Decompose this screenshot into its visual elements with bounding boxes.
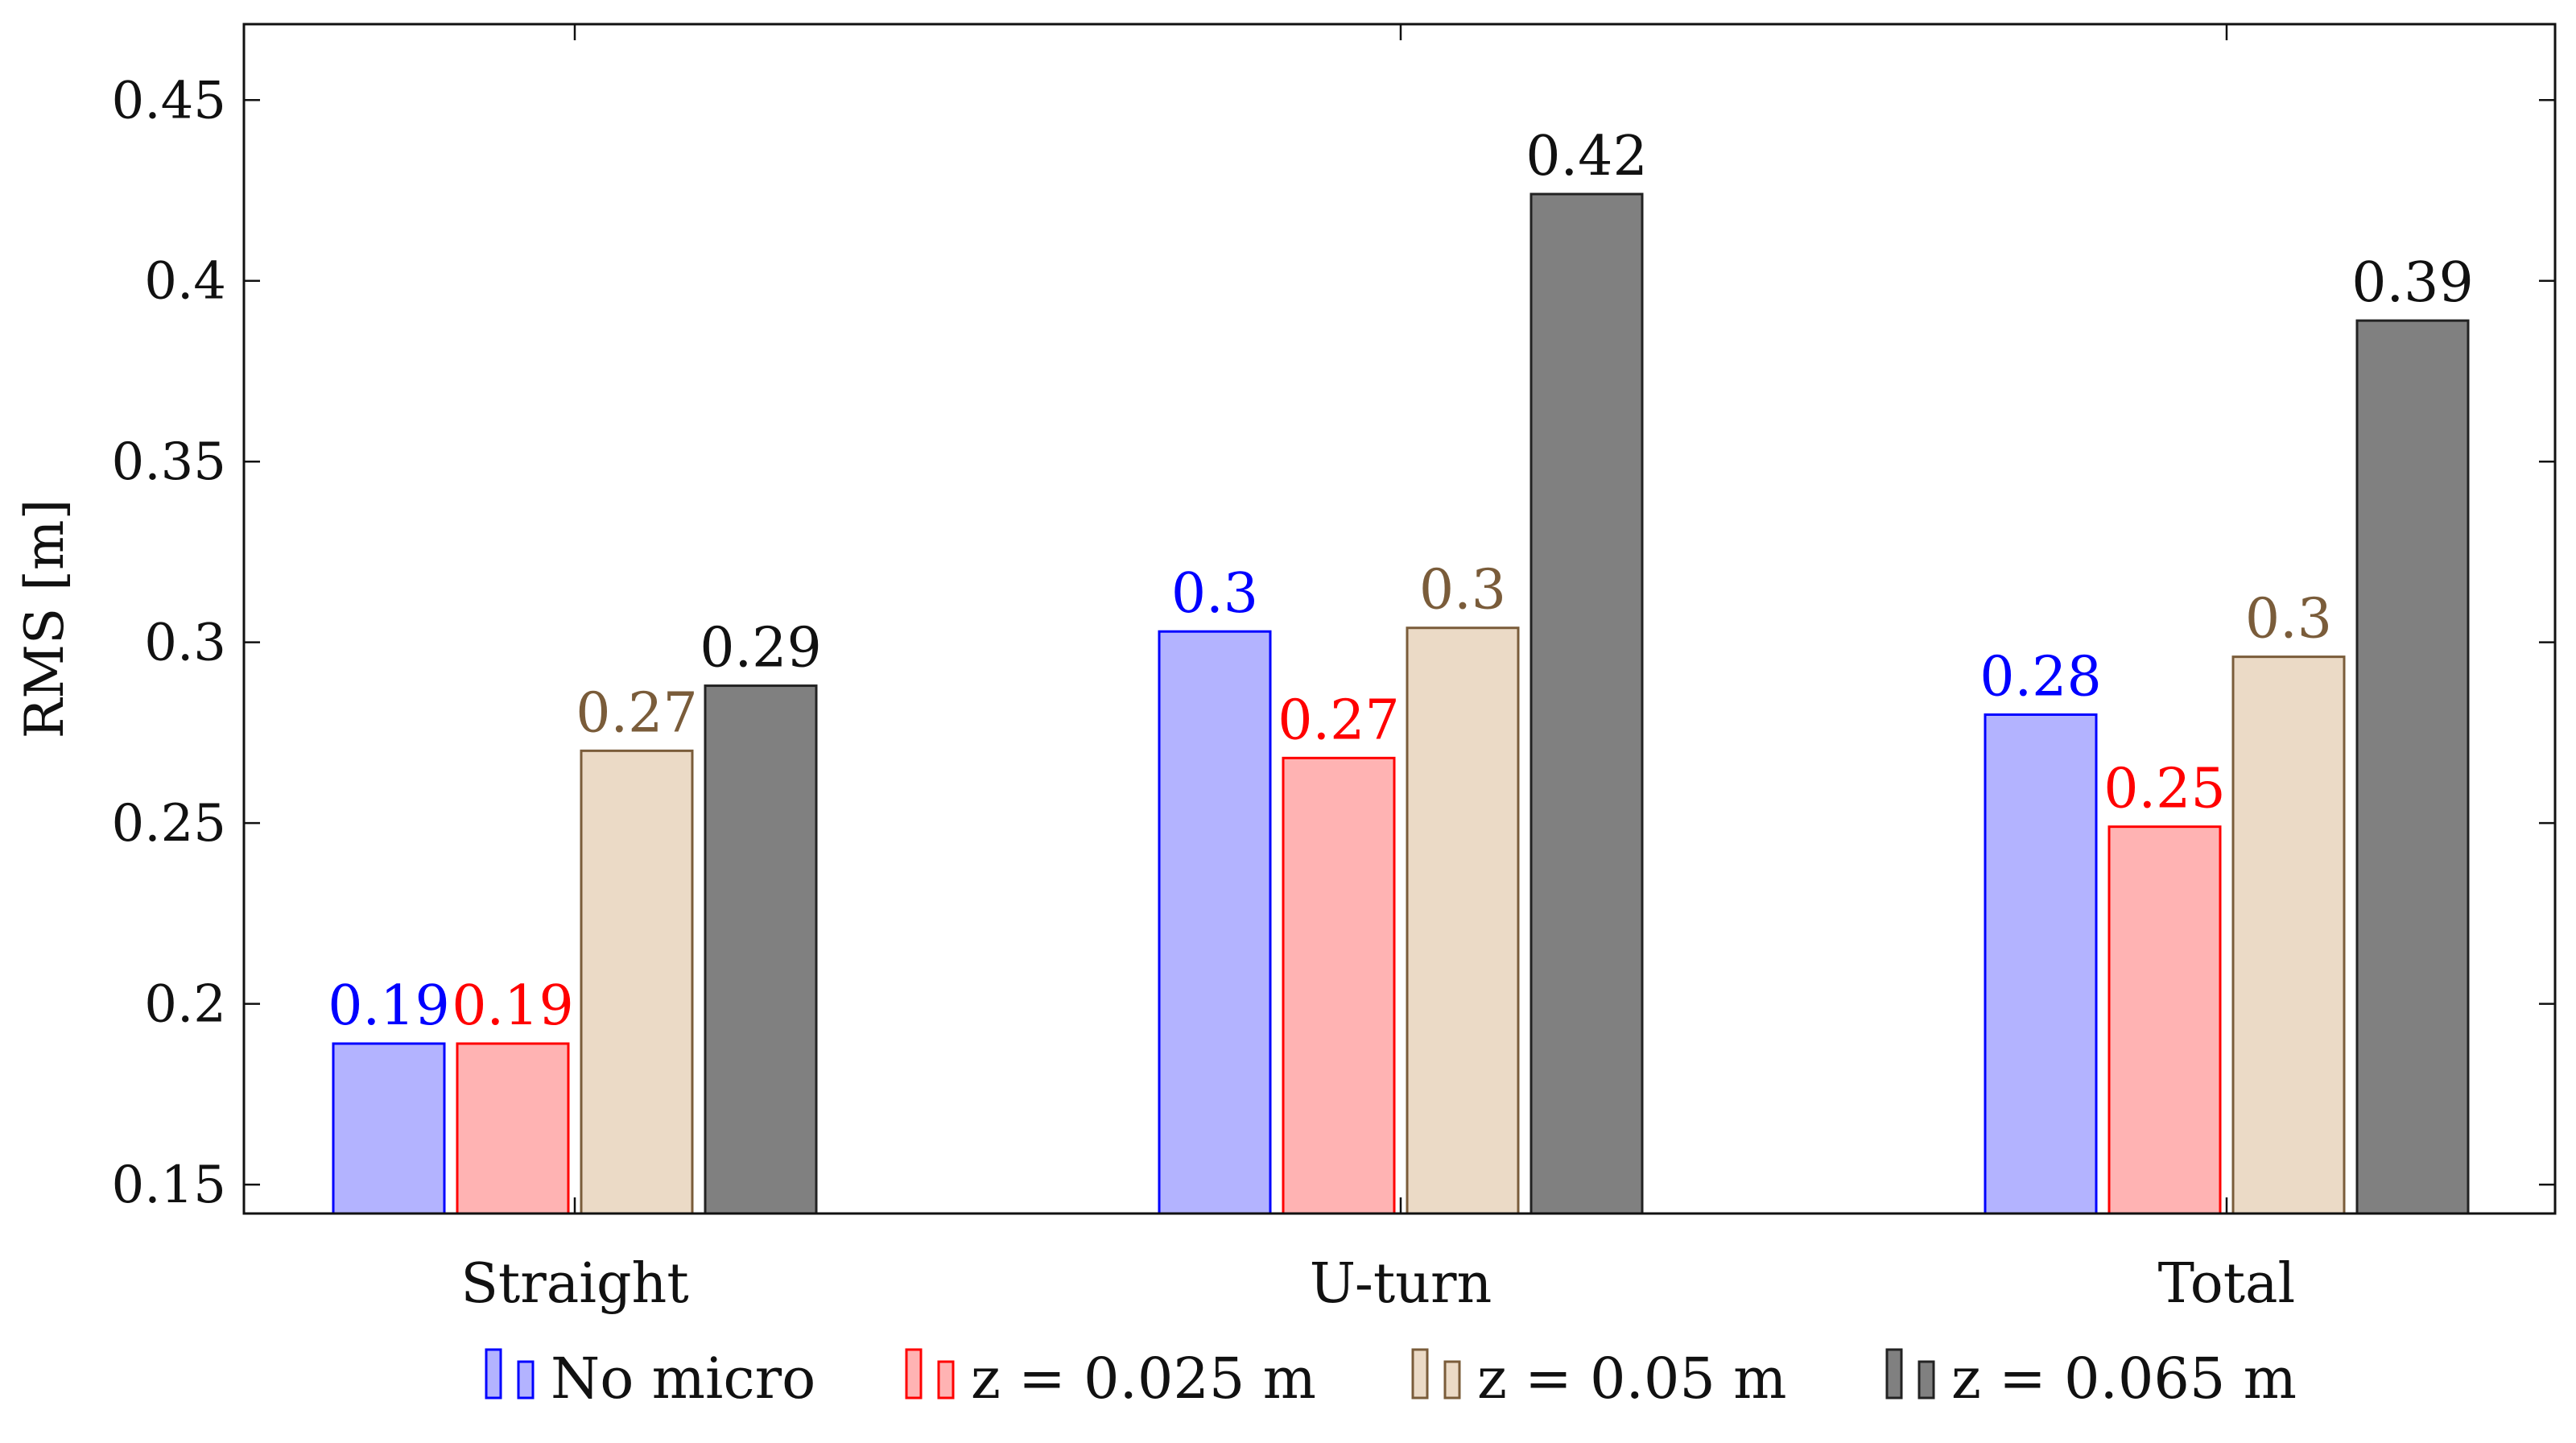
value-labels-layer: 0.19 0.190.270.290.30.270.30.420.280.250.… bbox=[328, 125, 2473, 1038]
data-label: 0.27 bbox=[576, 681, 697, 745]
data-label: 0.19 bbox=[328, 974, 449, 1038]
data-label: 0.3 bbox=[2245, 588, 2332, 651]
legend-label: z = 0.05 m bbox=[1477, 1346, 1787, 1412]
legend-swatch bbox=[517, 1360, 535, 1400]
tick-layer: 0.15 0.2 0.25 0.3 0.35 0.4 0.45 bbox=[112, 24, 2555, 1215]
data-label: 0.25 bbox=[2103, 758, 2225, 821]
legend-item: z = 0.05 m bbox=[1411, 1346, 1787, 1412]
data-label: 0.19 bbox=[452, 974, 573, 1038]
data-label: 0.39 bbox=[2351, 251, 2473, 315]
legend-swatch bbox=[905, 1348, 923, 1400]
data-label: 0.42 bbox=[1525, 125, 1647, 188]
y-tick-label: 0.4 bbox=[144, 252, 226, 312]
bar bbox=[1406, 626, 1520, 1215]
legend-swatch bbox=[1918, 1360, 1935, 1400]
legend-swatch bbox=[1443, 1360, 1461, 1400]
x-tick-label: Total bbox=[2158, 1252, 2296, 1316]
bar bbox=[1984, 713, 2098, 1215]
x-tick-label: U-turn bbox=[1310, 1252, 1492, 1316]
bar bbox=[1530, 192, 1644, 1215]
bars-layer bbox=[332, 192, 2470, 1215]
legend-swatch bbox=[1411, 1348, 1429, 1400]
y-tick-label: 0.35 bbox=[112, 432, 227, 492]
bar bbox=[2107, 825, 2222, 1215]
bar bbox=[456, 1042, 570, 1215]
data-label: 0.27 bbox=[1278, 688, 1399, 752]
legend-label: z = 0.025 m bbox=[971, 1346, 1316, 1412]
data-label: 0.3 bbox=[1419, 559, 1506, 622]
bar bbox=[2355, 319, 2470, 1215]
x-tick-label: Straight bbox=[460, 1252, 688, 1316]
legend-item: z = 0.025 m bbox=[905, 1346, 1316, 1412]
axis-layer: RMS [m] Straight U-turn Total bbox=[14, 23, 2557, 1316]
legend-item: z = 0.065 m bbox=[1885, 1346, 2297, 1412]
bar bbox=[1158, 630, 1272, 1215]
data-label: 0.29 bbox=[700, 617, 821, 680]
y-axis-label: RMS [m] bbox=[14, 499, 76, 739]
legend-label: z = 0.065 m bbox=[1951, 1346, 2297, 1412]
bar bbox=[1282, 756, 1396, 1215]
legend-item: No micro bbox=[485, 1346, 815, 1412]
y-tick-label: 0.3 bbox=[144, 614, 226, 673]
y-tick-label: 0.25 bbox=[112, 794, 227, 854]
bar bbox=[580, 749, 694, 1215]
legend-swatch bbox=[937, 1360, 955, 1400]
legend-swatch bbox=[1885, 1348, 1903, 1400]
y-tick-label: 0.2 bbox=[144, 975, 226, 1035]
bar bbox=[704, 684, 818, 1215]
y-tick-label: 0.15 bbox=[112, 1156, 227, 1215]
data-label: 0.3 bbox=[1171, 562, 1258, 626]
plot-frame bbox=[242, 23, 2557, 1215]
legend-swatch bbox=[485, 1348, 502, 1400]
bar bbox=[332, 1042, 446, 1215]
y-tick-label: 0.45 bbox=[112, 71, 227, 130]
legend-label: No micro bbox=[551, 1346, 815, 1412]
data-label: 0.28 bbox=[1979, 645, 2101, 709]
legend: No micro z = 0.025 m z = 0.05 m z = 0.065 m bbox=[485, 1346, 2297, 1412]
bar bbox=[2231, 655, 2346, 1215]
